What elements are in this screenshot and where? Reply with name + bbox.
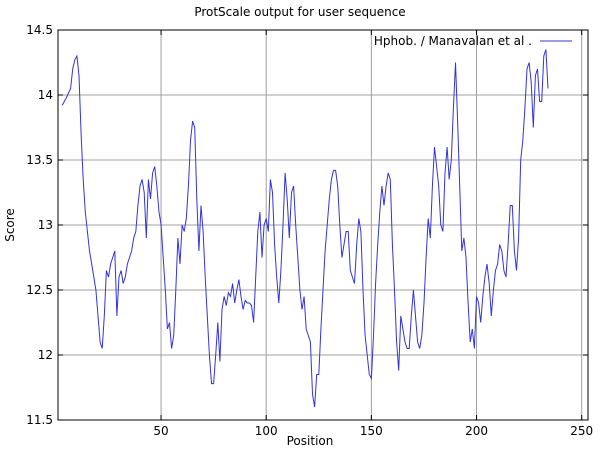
y-axis-label: Score	[3, 208, 17, 242]
y-tick-label: 11.5	[26, 413, 53, 427]
x-tick-label: 50	[153, 424, 168, 438]
y-tick-label: 14	[38, 88, 53, 102]
legend-label: Hphob. / Manavalan et al .	[374, 34, 532, 48]
x-tick-label: 100	[255, 424, 278, 438]
x-tick-label: 250	[570, 424, 593, 438]
y-tick-label: 13.5	[26, 153, 53, 167]
x-axis-label: Position	[287, 434, 334, 448]
grid	[58, 30, 588, 420]
chart-title: ProtScale output for user sequence	[194, 5, 405, 19]
y-tick-label: 12	[38, 348, 53, 362]
legend: Hphob. / Manavalan et al .	[374, 34, 572, 48]
y-axis-ticks: 11.5 12 12.5 13 13.5 14 14.5	[26, 23, 588, 427]
y-tick-label: 13	[38, 218, 53, 232]
y-tick-label: 14.5	[26, 23, 53, 37]
x-tick-label: 150	[360, 424, 383, 438]
y-tick-label: 12.5	[26, 283, 53, 297]
plot-frame	[57, 29, 589, 421]
x-tick-label: 200	[465, 424, 488, 438]
series-line	[61, 49, 549, 408]
x-axis-ticks: 50 100 150 200 250	[153, 30, 593, 438]
